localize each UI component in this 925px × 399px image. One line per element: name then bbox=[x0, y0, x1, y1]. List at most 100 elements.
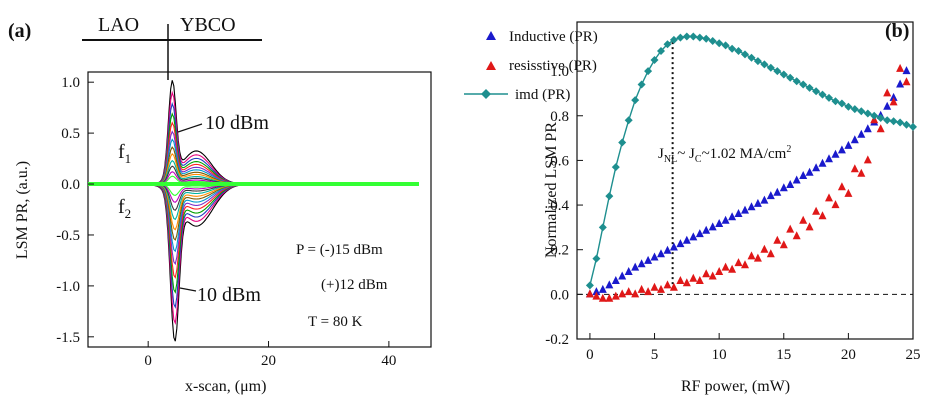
series-curve-neg bbox=[88, 183, 419, 221]
x-tick-label-b: 10 bbox=[712, 347, 727, 363]
data-point bbox=[637, 80, 646, 89]
data-point bbox=[585, 281, 594, 290]
data-point bbox=[669, 35, 678, 44]
series-curve-pos bbox=[88, 138, 419, 185]
data-point bbox=[689, 273, 698, 282]
data-point bbox=[831, 149, 840, 158]
data-point bbox=[631, 96, 640, 105]
data-point bbox=[650, 282, 659, 291]
legend-label-resistive: resisstive (PR) bbox=[509, 58, 597, 74]
data-point bbox=[695, 33, 704, 42]
data-point bbox=[786, 73, 795, 82]
data-point bbox=[676, 239, 685, 248]
data-point bbox=[753, 253, 762, 262]
data-point bbox=[837, 99, 846, 108]
data-point bbox=[734, 47, 743, 55]
y-tick-label-a: -0.5 bbox=[56, 228, 80, 244]
data-point bbox=[644, 67, 653, 76]
data-point bbox=[637, 259, 646, 268]
data-point bbox=[715, 267, 724, 275]
data-point bbox=[909, 122, 917, 131]
y-axis-title-b: Normalized LSM PR bbox=[543, 122, 560, 258]
data-point bbox=[760, 195, 769, 204]
data-point bbox=[850, 135, 859, 144]
data-point bbox=[728, 44, 737, 53]
data-point bbox=[786, 224, 795, 233]
data-point bbox=[676, 276, 685, 284]
peak-neg-label: 10 dBm bbox=[197, 284, 261, 306]
y-tick-label-a: 0.5 bbox=[61, 126, 80, 142]
data-point bbox=[747, 202, 756, 211]
data-point bbox=[624, 287, 633, 296]
legend-b: Inductive (PR) resisstive (PR) imd (PR) bbox=[464, 29, 598, 103]
y-tick-label-a: -1.0 bbox=[56, 279, 80, 295]
data-point bbox=[676, 33, 685, 42]
series-resistive bbox=[585, 63, 911, 302]
data-point bbox=[896, 118, 905, 127]
data-point bbox=[812, 87, 821, 96]
panel-b-tag: (b) bbox=[885, 20, 909, 42]
panel-a-tag: (a) bbox=[8, 20, 31, 42]
x-axis-title-b: RF power, (mW) bbox=[681, 378, 790, 395]
panel-b: (b) 0 5 10 15 20 25 -0.2 0.0 0.2 0.4 0.6 0.8 1.0 JNL… bbox=[464, 20, 921, 395]
data-point bbox=[689, 232, 698, 241]
data-point bbox=[831, 97, 840, 106]
data-point bbox=[741, 260, 749, 269]
data-point bbox=[747, 251, 756, 260]
region-label-lao: LAO bbox=[98, 14, 139, 36]
data-point bbox=[605, 293, 614, 302]
data-point bbox=[721, 41, 730, 50]
data-point bbox=[721, 262, 730, 271]
data-point bbox=[825, 93, 833, 102]
peak-neg-pointer bbox=[179, 287, 197, 292]
data-point bbox=[792, 77, 801, 86]
data-point bbox=[592, 254, 601, 263]
data-point bbox=[734, 209, 743, 217]
series-curve-pos bbox=[88, 165, 419, 185]
peak-pos-label: 10 dBm bbox=[205, 112, 269, 134]
data-point bbox=[631, 289, 640, 298]
data-point bbox=[605, 280, 614, 289]
ticks-a: 0 20 40 1.0 0.5 0.0 -0.5 -1.0 -1.5 bbox=[56, 75, 396, 369]
data-point bbox=[702, 34, 711, 43]
x-tick-label-a: 40 bbox=[381, 353, 396, 369]
data-point bbox=[766, 191, 775, 200]
legend-marker-resistive bbox=[486, 61, 496, 70]
data-point bbox=[818, 211, 827, 220]
data-point bbox=[715, 39, 724, 48]
data-point bbox=[708, 37, 717, 45]
data-point bbox=[702, 225, 711, 234]
region-label-ybco: YBCO bbox=[180, 14, 236, 36]
legend-marker-imd bbox=[481, 89, 491, 99]
x-tick-label-b: 0 bbox=[586, 347, 594, 363]
data-point bbox=[708, 271, 717, 280]
data-point bbox=[760, 244, 769, 253]
data-point bbox=[624, 267, 633, 275]
data-point bbox=[889, 97, 898, 106]
data-point bbox=[857, 129, 866, 138]
data-point bbox=[766, 63, 775, 72]
legend-label-inductive: Inductive (PR) bbox=[509, 29, 598, 45]
x-axis-title-a: x-scan, (μm) bbox=[185, 378, 266, 395]
data-point bbox=[889, 92, 898, 101]
data-point bbox=[857, 107, 866, 116]
x-tick-label-b: 15 bbox=[776, 347, 791, 363]
y-tick-label-b: 0.2 bbox=[550, 243, 569, 259]
f2-label: f2 bbox=[118, 196, 131, 221]
data-point bbox=[766, 249, 775, 258]
data-point bbox=[825, 154, 833, 163]
y-tick-label-b: 0.0 bbox=[550, 287, 569, 303]
data-point bbox=[657, 249, 665, 258]
data-point bbox=[682, 32, 691, 41]
data-point bbox=[650, 252, 659, 261]
data-point bbox=[708, 222, 717, 231]
data-point bbox=[637, 284, 646, 293]
data-point bbox=[812, 206, 821, 215]
data-point bbox=[682, 235, 691, 244]
data-point bbox=[883, 116, 892, 125]
data-point bbox=[650, 56, 659, 64]
data-point bbox=[734, 258, 743, 267]
data-point bbox=[592, 291, 601, 300]
y-axis-title-a: LSM PR, (a.u.) bbox=[14, 161, 31, 259]
data-point bbox=[611, 291, 620, 300]
